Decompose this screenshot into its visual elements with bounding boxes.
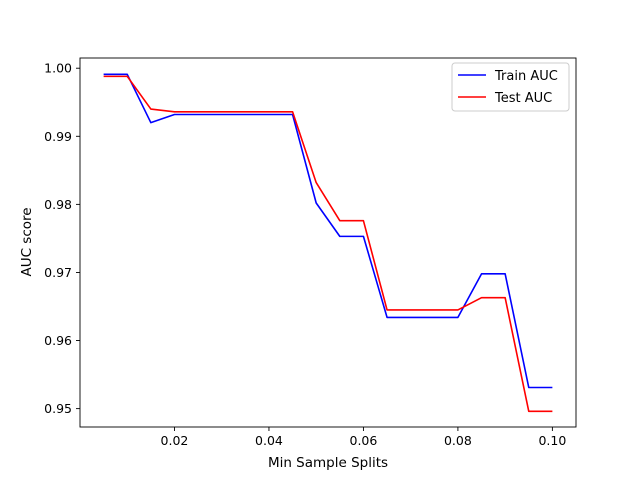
y-tick-label: 0.95 bbox=[44, 401, 72, 416]
y-tick-label: 0.97 bbox=[44, 265, 72, 280]
y-tick-label: 0.98 bbox=[44, 197, 72, 212]
x-axis-label: Min Sample Splits bbox=[268, 455, 388, 471]
legend-label-train-auc: Train AUC bbox=[494, 69, 558, 84]
y-tick-label: 0.96 bbox=[44, 333, 72, 348]
y-tick-label: 0.99 bbox=[44, 129, 72, 144]
series-line-test-auc bbox=[103, 75, 553, 413]
series-layer bbox=[103, 73, 553, 413]
x-tick-label: 0.02 bbox=[161, 433, 189, 448]
y-tick-label: 1.00 bbox=[44, 61, 72, 76]
plot-area bbox=[80, 58, 576, 427]
y-axis-ticks: 0.95 0.96 0.97 0.98 0.99 1.00 bbox=[44, 61, 80, 416]
y-axis-label: AUC score bbox=[19, 207, 35, 276]
x-tick-label: 0.10 bbox=[538, 433, 566, 448]
plot-frame bbox=[79, 57, 577, 428]
series-line-train-auc bbox=[103, 73, 553, 389]
x-tick-label: 0.08 bbox=[444, 433, 472, 448]
legend: Train AUC Test AUC bbox=[451, 62, 570, 112]
x-tick-label: 0.04 bbox=[255, 433, 283, 448]
legend-label-test-auc: Test AUC bbox=[494, 91, 552, 106]
x-tick-label: 0.06 bbox=[350, 433, 378, 448]
x-axis-ticks: 0.02 0.04 0.06 0.08 0.10 bbox=[161, 427, 566, 448]
